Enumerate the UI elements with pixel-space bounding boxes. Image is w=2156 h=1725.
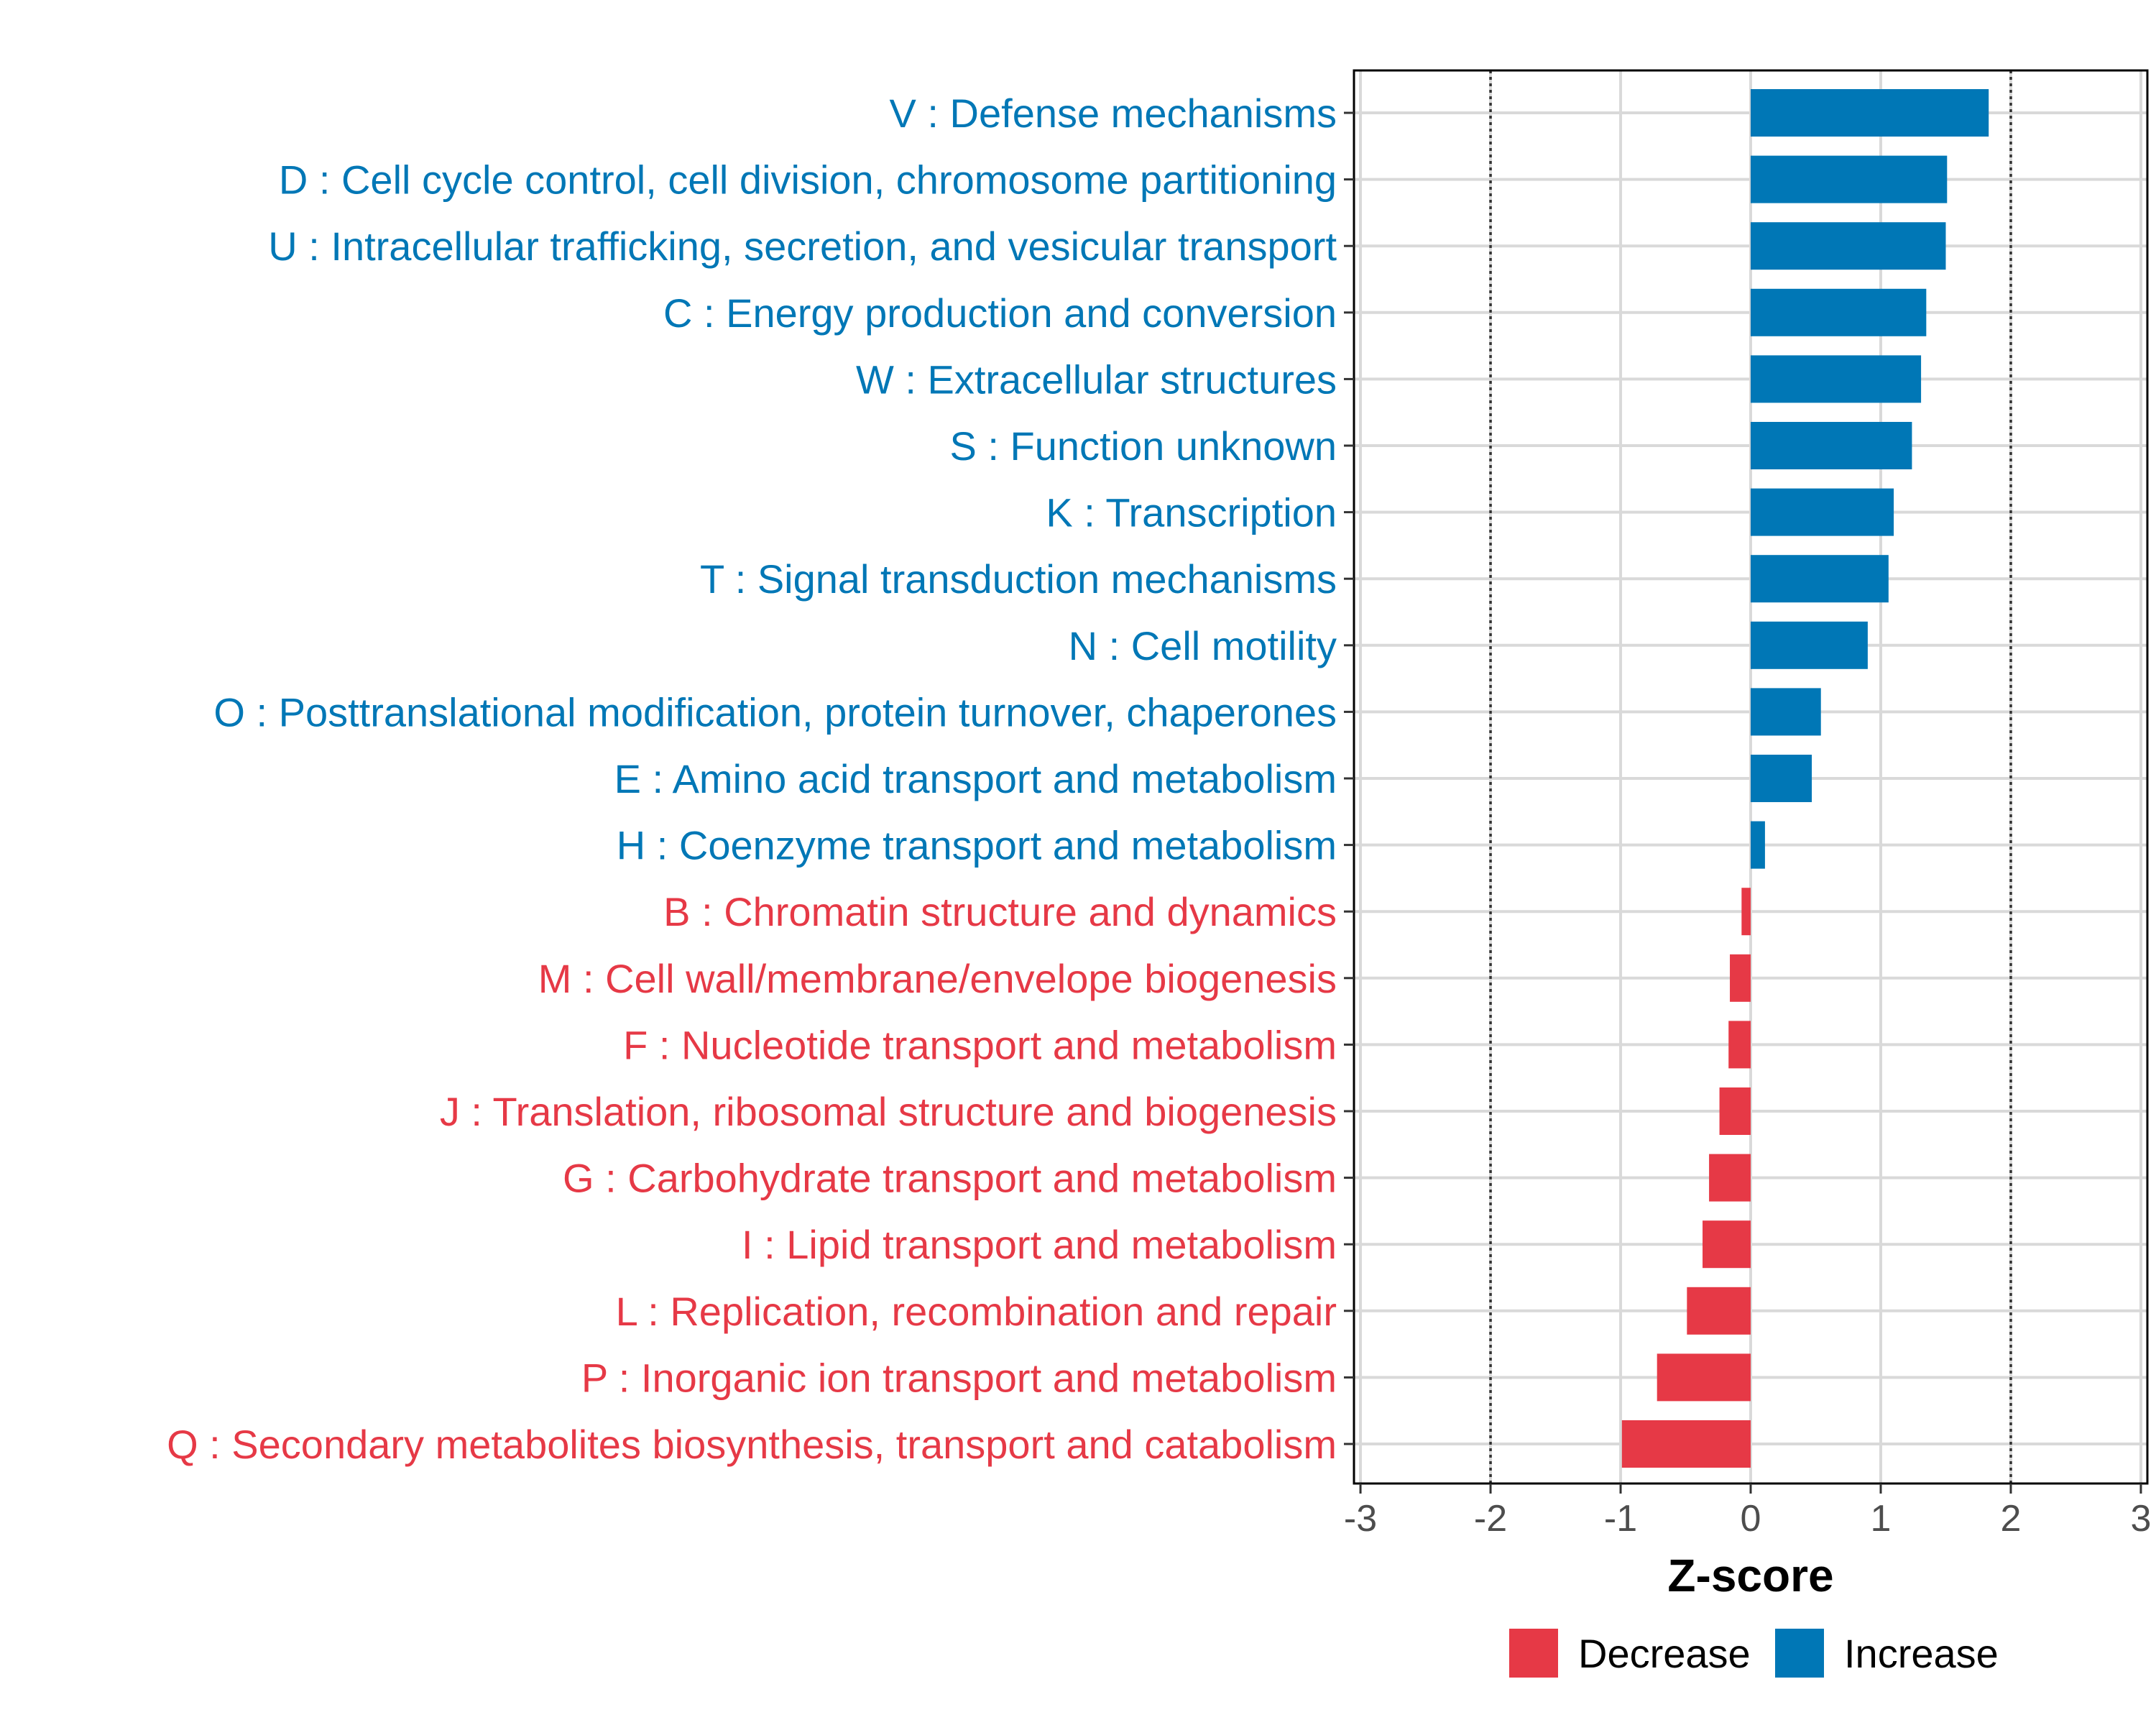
legend-label-decrease: Decrease: [1578, 1631, 1751, 1676]
bar-decrease: [1709, 1154, 1751, 1202]
category-label: T : Signal transduction mechanisms: [700, 556, 1337, 602]
category-label: Q : Secondary metabolites biosynthesis, …: [167, 1422, 1337, 1467]
category-label: L : Replication, recombination and repai…: [616, 1289, 1337, 1334]
bar-increase: [1751, 688, 1821, 736]
category-label: G : Carbohydrate transport and metabolis…: [563, 1156, 1337, 1201]
bar-increase: [1751, 621, 1868, 669]
bar-decrease: [1657, 1353, 1751, 1402]
category-label: C : Energy production and conversion: [663, 290, 1337, 336]
category-labels: V : Defense mechanisms D : Cell cycle con…: [167, 91, 1337, 1467]
x-tick-label: 1: [1871, 1498, 1892, 1540]
category-label: J : Translation, ribosomal structure and…: [440, 1089, 1337, 1134]
x-axis-ticks: -3 -2 -1 0 1 2 3: [1344, 1484, 2151, 1540]
x-tick-label: -1: [1604, 1498, 1637, 1540]
bar-increase: [1751, 288, 1927, 336]
bar-decrease: [1719, 1087, 1751, 1135]
legend-swatch-decrease: [1509, 1629, 1558, 1678]
bar-increase: [1751, 555, 1889, 603]
bar-decrease: [1741, 888, 1751, 936]
bar-decrease: [1728, 1021, 1751, 1069]
category-label: K : Transcription: [1046, 490, 1337, 535]
bar-increase: [1751, 488, 1894, 536]
bar-increase: [1751, 755, 1812, 802]
bar-decrease: [1730, 954, 1751, 1002]
bar-increase: [1751, 355, 1922, 403]
x-tick-label: 2: [2001, 1498, 2022, 1540]
bar-decrease: [1621, 1420, 1751, 1468]
category-label: B : Chromatin structure and dynamics: [663, 889, 1337, 934]
category-label: D : Cell cycle control, cell division, c…: [279, 157, 1337, 203]
category-label: I : Lipid transport and metabolism: [742, 1222, 1337, 1267]
x-tick-label: 0: [1741, 1498, 1761, 1540]
bar-decrease: [1687, 1287, 1751, 1335]
bars: [1621, 89, 1989, 1468]
legend-label-increase: Increase: [1844, 1631, 1999, 1676]
legend-swatch-increase: [1775, 1629, 1824, 1678]
category-label: P : Inorganic ion transport and metaboli…: [581, 1355, 1337, 1400]
x-tick-label: -3: [1344, 1498, 1377, 1540]
x-axis-title: Z-score: [1667, 1550, 1833, 1601]
bar-increase: [1751, 155, 1948, 203]
category-label: U : Intracellular trafficking, secretion…: [268, 224, 1337, 269]
category-label: V : Defense mechanisms: [890, 91, 1337, 136]
category-label: M : Cell wall/membrane/envelope biogenes…: [538, 956, 1337, 1001]
x-tick-label: -2: [1474, 1498, 1507, 1540]
bar-increase: [1751, 89, 1989, 137]
category-label: H : Coenzyme transport and metabolism: [617, 823, 1337, 868]
category-label: O : Posttranslational modification, prot…: [213, 689, 1337, 735]
category-label: N : Cell motility: [1069, 623, 1337, 668]
category-label: S : Function unknown: [949, 423, 1337, 469]
category-label: W : Extracellular structures: [856, 356, 1337, 402]
reference-lines: [1489, 70, 2012, 1484]
bar-increase: [1751, 422, 1912, 469]
bar-increase: [1751, 222, 1946, 270]
bar-decrease: [1703, 1220, 1751, 1269]
x-tick-label: 3: [2130, 1498, 2151, 1540]
y-axis-ticks: [1344, 111, 1354, 1445]
category-label: F : Nucleotide transport and metabolism: [623, 1022, 1337, 1067]
bar-increase: [1751, 821, 1765, 869]
legend: Decrease Increase: [1509, 1629, 1999, 1678]
category-label: E : Amino acid transport and metabolism: [614, 756, 1337, 801]
